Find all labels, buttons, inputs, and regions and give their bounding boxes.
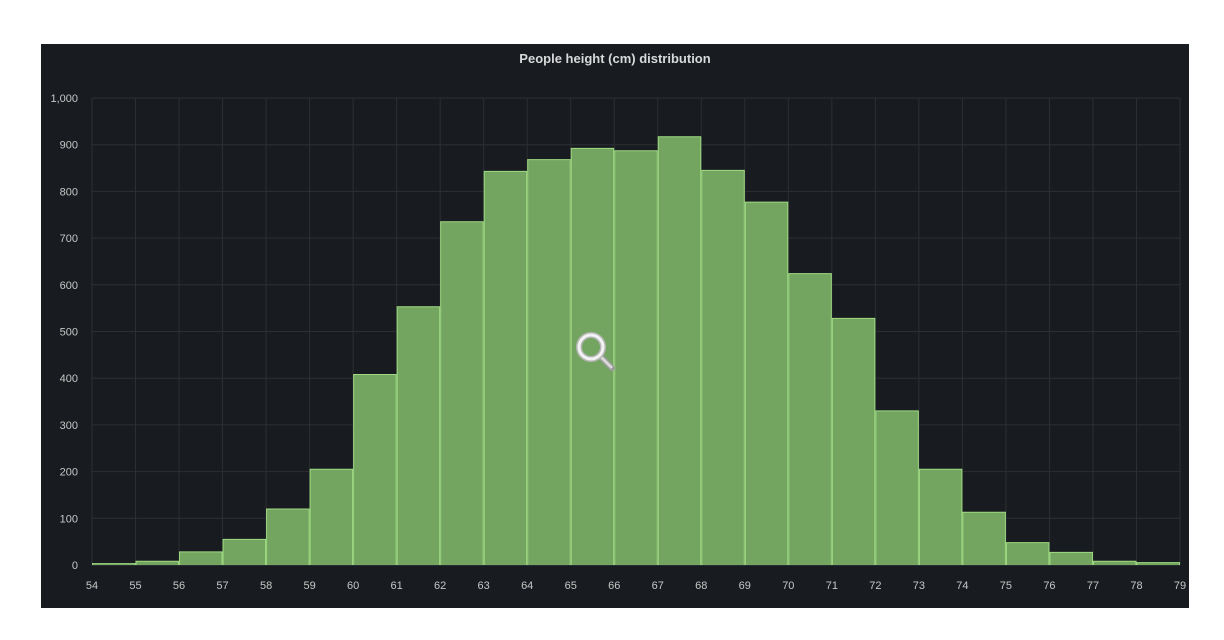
histogram-bar-outline <box>527 159 571 565</box>
y-axis-ticks: 0 100 200 300 400 500 600 700 800 900 1,000 <box>50 93 78 572</box>
histogram-bar[interactable] <box>223 539 266 565</box>
histogram-bar[interactable] <box>136 561 179 565</box>
x-tick-label: 77 <box>1087 580 1099 592</box>
x-tick-label: 60 <box>347 580 359 592</box>
histogram-bar[interactable] <box>1006 542 1049 565</box>
x-tick-label: 78 <box>1130 580 1142 592</box>
histogram-bar-outline <box>309 468 354 565</box>
x-tick-label: 68 <box>695 580 707 592</box>
histogram-bar[interactable] <box>614 150 658 565</box>
histogram-bar[interactable] <box>484 171 527 565</box>
histogram-bar-outline <box>483 170 528 565</box>
histogram-bar-outline <box>701 169 745 565</box>
histogram-bar[interactable] <box>919 469 962 565</box>
x-tick-label: 71 <box>826 580 838 592</box>
histogram-bar[interactable] <box>788 273 832 565</box>
y-tick-label: 100 <box>60 513 78 525</box>
histogram-bar-outline <box>918 468 963 565</box>
histogram-bar-outline <box>570 147 615 565</box>
histogram-bar-outline <box>875 410 919 565</box>
histogram-bar[interactable] <box>353 374 397 565</box>
histogram-bar[interactable] <box>658 136 701 566</box>
histogram-bar-outline <box>1136 562 1180 565</box>
y-tick-label: 700 <box>60 233 78 245</box>
x-tick-label: 76 <box>1043 580 1055 592</box>
histogram-bar-outline <box>962 511 1006 565</box>
histogram-bar-outline <box>135 560 180 565</box>
x-tick-label: 63 <box>478 580 490 592</box>
histogram-bar[interactable] <box>832 318 875 565</box>
histogram-bar-outline <box>396 306 441 565</box>
histogram-bar-outline <box>788 273 832 565</box>
x-tick-label: 56 <box>173 580 185 592</box>
histogram-bar[interactable] <box>92 563 136 565</box>
x-tick-label: 55 <box>129 580 141 592</box>
x-axis-ticks: 54 55 56 57 58 59 60 61 62 63 64 65 66 67 68 69 70 71 72 73… <box>86 580 1186 592</box>
x-tick-label: 69 <box>739 580 751 592</box>
x-tick-label: 73 <box>913 580 925 592</box>
x-tick-label: 61 <box>391 580 403 592</box>
histogram-bar-outline <box>179 551 223 565</box>
y-tick-label: 300 <box>60 420 78 432</box>
histogram-bar-outline <box>614 150 658 565</box>
histogram-bar-outline <box>657 136 702 565</box>
histogram-bar-outline <box>92 563 136 565</box>
histogram-bar[interactable] <box>745 202 788 566</box>
x-tick-label: 67 <box>652 580 664 592</box>
histogram-bar[interactable] <box>397 306 440 565</box>
x-tick-label: 72 <box>869 580 881 592</box>
x-tick-label: 57 <box>216 580 228 592</box>
y-tick-label: 900 <box>60 140 78 152</box>
x-tick-label: 58 <box>260 580 272 592</box>
x-tick-label: 64 <box>521 580 533 592</box>
histogram-bar-outline <box>1005 542 1050 565</box>
histogram-bar[interactable] <box>1093 561 1136 565</box>
x-tick-label: 59 <box>303 580 315 592</box>
x-tick-label: 66 <box>608 580 620 592</box>
histogram-bar[interactable] <box>310 469 353 565</box>
histogram-bar[interactable] <box>440 221 484 565</box>
x-tick-label: 79 <box>1174 580 1186 592</box>
histogram-bar[interactable] <box>701 170 745 565</box>
histogram-bar-outline <box>1049 551 1093 565</box>
histogram-bar[interactable] <box>1049 552 1093 565</box>
x-tick-label: 54 <box>86 580 98 592</box>
x-tick-label: 74 <box>956 580 968 592</box>
histogram-bar[interactable] <box>266 508 310 565</box>
y-tick-label: 1,000 <box>50 93 78 105</box>
histogram-bar-outline <box>831 317 876 565</box>
y-tick-label: 400 <box>60 373 78 385</box>
histogram-bars <box>92 136 1180 566</box>
histogram-bar[interactable] <box>179 551 223 565</box>
y-tick-label: 200 <box>60 467 78 479</box>
y-tick-label: 500 <box>60 327 78 339</box>
x-tick-label: 62 <box>434 580 446 592</box>
histogram-bar[interactable] <box>1136 562 1180 565</box>
magnifier-icon[interactable] <box>573 329 623 379</box>
y-tick-label: 800 <box>60 186 78 198</box>
histogram-bar[interactable] <box>875 410 919 565</box>
histogram-chart[interactable]: 0 100 200 300 400 500 600 700 800 900 1,000 54 55 56… <box>41 44 1189 608</box>
x-tick-label: 70 <box>782 580 794 592</box>
histogram-bar[interactable] <box>527 159 571 566</box>
histogram-bar-outline <box>353 373 397 565</box>
x-tick-label: 75 <box>1000 580 1012 592</box>
chart-title: People height (cm) distribution <box>519 51 711 66</box>
histogram-bar-outline <box>266 508 310 565</box>
histogram-bar-outline <box>222 538 267 565</box>
y-tick-label: 0 <box>72 560 78 572</box>
histogram-bar[interactable] <box>962 512 1006 565</box>
x-tick-label: 65 <box>565 580 577 592</box>
chart-panel: People height (cm) distribution 0 100 200 3… <box>41 44 1189 608</box>
histogram-bar-outline <box>440 221 484 565</box>
y-tick-label: 600 <box>60 280 78 292</box>
histogram-bar-outline <box>744 201 789 565</box>
histogram-bar-outline <box>1092 560 1137 565</box>
